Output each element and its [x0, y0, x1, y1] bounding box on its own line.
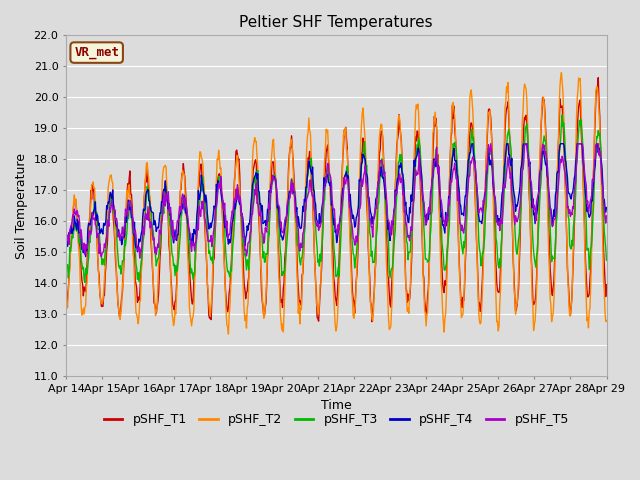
pSHF_T3 — [603, 257, 611, 263]
pSHF_T1 — [127, 192, 135, 197]
pSHF_T2 — [62, 299, 70, 304]
pSHF_T2 — [603, 318, 611, 324]
pSHF_T1 — [595, 75, 602, 81]
pSHF_T5 — [183, 210, 191, 216]
pSHF_T4 — [183, 214, 191, 220]
pSHF_T4 — [212, 204, 220, 209]
Legend: pSHF_T1, pSHF_T2, pSHF_T3, pSHF_T4, pSHF_T5: pSHF_T1, pSHF_T2, pSHF_T3, pSHF_T4, pSHF… — [99, 408, 574, 431]
pSHF_T3 — [403, 239, 410, 245]
pSHF_T3 — [558, 112, 566, 118]
pSHF_T3 — [72, 225, 80, 230]
pSHF_T3 — [212, 214, 220, 219]
pSHF_T4 — [62, 233, 70, 239]
pSHF_T3 — [129, 219, 136, 225]
Title: Peltier SHF Temperatures: Peltier SHF Temperatures — [239, 15, 433, 30]
pSHF_T2 — [127, 206, 135, 212]
pSHF_T2 — [403, 296, 410, 302]
pSHF_T2 — [211, 208, 219, 214]
pSHF_T1 — [603, 282, 611, 288]
pSHF_T4 — [129, 212, 136, 218]
pSHF_T5 — [72, 212, 80, 218]
Text: VR_met: VR_met — [74, 46, 119, 59]
Line: pSHF_T4: pSHF_T4 — [66, 144, 607, 256]
Line: pSHF_T5: pSHF_T5 — [66, 144, 607, 258]
pSHF_T1 — [419, 239, 426, 245]
pSHF_T2 — [225, 331, 232, 337]
pSHF_T1 — [403, 288, 410, 293]
pSHF_T3 — [81, 279, 89, 285]
pSHF_T4 — [468, 141, 476, 146]
pSHF_T5 — [403, 221, 410, 227]
pSHF_T2 — [419, 233, 426, 239]
pSHF_T5 — [62, 243, 70, 249]
pSHF_T2 — [557, 70, 565, 75]
Y-axis label: Soil Temperature: Soil Temperature — [15, 153, 28, 259]
pSHF_T1 — [72, 199, 80, 204]
pSHF_T5 — [127, 204, 135, 210]
pSHF_T5 — [487, 141, 495, 146]
pSHF_T3 — [419, 188, 426, 194]
Line: pSHF_T1: pSHF_T1 — [66, 78, 607, 322]
pSHF_T1 — [182, 204, 190, 209]
pSHF_T4 — [72, 222, 80, 228]
pSHF_T4 — [403, 211, 410, 217]
pSHF_T3 — [183, 220, 191, 226]
Line: pSHF_T2: pSHF_T2 — [66, 72, 607, 334]
pSHF_T1 — [62, 307, 70, 312]
pSHF_T1 — [368, 319, 376, 324]
pSHF_T2 — [72, 196, 80, 202]
pSHF_T4 — [419, 184, 426, 190]
pSHF_T3 — [62, 260, 70, 265]
Line: pSHF_T3: pSHF_T3 — [66, 115, 607, 282]
pSHF_T5 — [212, 205, 220, 211]
pSHF_T1 — [211, 233, 219, 239]
pSHF_T5 — [603, 213, 611, 219]
X-axis label: Time: Time — [321, 399, 351, 412]
pSHF_T2 — [182, 211, 190, 216]
pSHF_T5 — [419, 193, 426, 199]
pSHF_T4 — [82, 253, 90, 259]
pSHF_T4 — [603, 204, 611, 210]
pSHF_T5 — [136, 255, 143, 261]
